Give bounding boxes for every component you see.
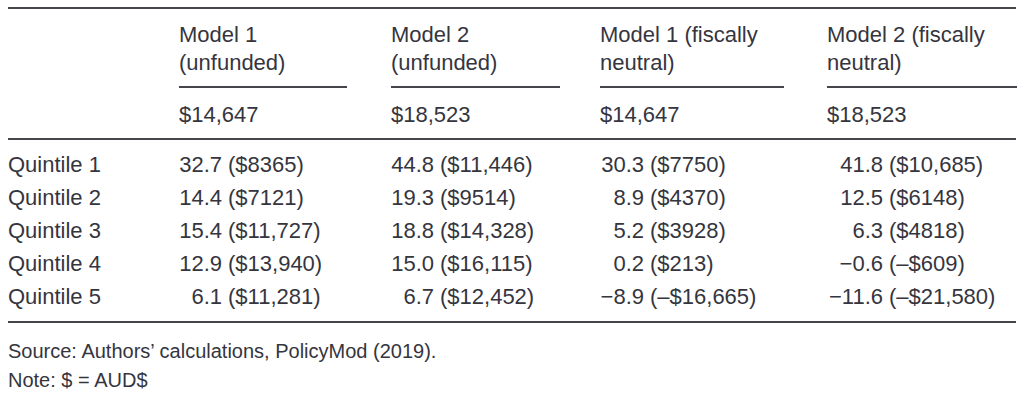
cell-value: 6.7 (391, 280, 434, 313)
column-header-line2: neutral) (600, 49, 827, 77)
source-note: Source: Authors’ calculations, PolicyMod… (8, 337, 1024, 366)
cell-paren-value: ($11,281) (228, 284, 321, 309)
column-header-line2: (unfunded) (391, 49, 600, 77)
cell-paren-value: ($3928) (650, 218, 726, 243)
row-label: Quintile 4 (8, 247, 179, 280)
currency-note: Note: $ = AUD$ (8, 366, 1024, 395)
cell-paren-value: ($13,940) (228, 251, 322, 276)
table-row-quintile-2: Quintile 2 14.4($7121) 19.3($9514) 8.9($… (8, 181, 1016, 214)
table-cell: −0.6(–$609) (827, 247, 1016, 280)
cell-value: 6.3 (827, 214, 883, 247)
header-model2-fiscally-neutral: Model 2 (fiscally neutral) (827, 8, 1016, 88)
cell-paren-value: (–$609) (889, 251, 965, 276)
header-model1-fiscally-neutral: Model 1 (fiscally neutral) (600, 8, 827, 88)
table-cell: 0.2($213) (600, 247, 827, 280)
column-header-line2: neutral) (827, 49, 1016, 77)
amount-empty-label-cell (8, 88, 179, 139)
cell-value: 12.9 (179, 247, 222, 280)
table-cell: 41.8($10,685) (827, 139, 1016, 181)
amount-cell: $14,647 (179, 88, 391, 139)
table-header: Model 1 (unfunded) Model 2 (unfunded) Mo… (8, 8, 1016, 139)
table-cell: 15.0($16,115) (391, 247, 600, 280)
amount-cell: $18,523 (827, 88, 1016, 139)
table-cell: 12.9($13,940) (179, 247, 391, 280)
column-header-line2: (unfunded) (179, 49, 391, 77)
cell-paren-value: ($9514) (440, 185, 516, 210)
table-row-quintile-5: Quintile 5 6.1($11,281) 6.7($12,452) −8.… (8, 280, 1016, 322)
table-row-quintile-1: Quintile 1 32.7($8365) 44.8($11,446) 30.… (8, 139, 1016, 181)
cell-paren-value: ($16,115) (440, 251, 533, 276)
cell-value: 44.8 (391, 148, 434, 181)
cell-value: 15.4 (179, 214, 222, 247)
column-header-line1: Model 1 (179, 21, 391, 49)
cell-paren-value: ($213) (650, 251, 714, 276)
table-cell: 30.3($7750) (600, 139, 827, 181)
cell-value: −8.9 (600, 280, 644, 313)
cell-paren-value: (–$21,580) (889, 284, 995, 309)
cell-paren-value: ($4370) (650, 185, 726, 210)
table-cell: 8.9($4370) (600, 181, 827, 214)
cell-value: 32.7 (179, 148, 222, 181)
cell-value: 14.4 (179, 181, 222, 214)
row-label: Quintile 3 (8, 214, 179, 247)
amount-cell: $14,647 (600, 88, 827, 139)
results-table-wrapper: Model 1 (unfunded) Model 2 (unfunded) Mo… (8, 7, 1016, 323)
table-body: Quintile 1 32.7($8365) 44.8($11,446) 30.… (8, 139, 1016, 322)
amount-cell: $18,523 (391, 88, 600, 139)
table-notes: Source: Authors’ calculations, PolicyMod… (8, 337, 1024, 395)
cell-paren-value: ($6148) (889, 185, 965, 210)
quintile-results-table: Model 1 (unfunded) Model 2 (unfunded) Mo… (8, 7, 1016, 323)
amount-row: $14,647 $18,523 $14,647 $18,523 (8, 88, 1016, 139)
cell-paren-value: ($11,446) (440, 152, 533, 177)
column-header-line1: Model 2 (fiscally (827, 21, 1016, 49)
cell-paren-value: ($7750) (650, 152, 726, 177)
table-cell: −8.9(–$16,665) (600, 280, 827, 322)
cell-value: 19.3 (391, 181, 434, 214)
table-cell: 12.5($6148) (827, 181, 1016, 214)
cell-value: 30.3 (600, 148, 644, 181)
cell-paren-value: ($12,452) (440, 284, 534, 309)
table-cell: 15.4($11,727) (179, 214, 391, 247)
cell-paren-value: ($4818) (889, 218, 965, 243)
cell-value: 15.0 (391, 247, 434, 280)
header-empty-label-cell (8, 8, 179, 88)
table-cell: 6.1($11,281) (179, 280, 391, 322)
cell-value: −11.6 (827, 280, 883, 313)
table-cell: 18.8($14,328) (391, 214, 600, 247)
cell-paren-value: ($10,685) (889, 152, 983, 177)
table-cell: 19.3($9514) (391, 181, 600, 214)
cell-value: 0.2 (600, 247, 644, 280)
cell-value: 6.1 (179, 280, 222, 313)
cell-paren-value: ($7121) (228, 185, 304, 210)
table-cell: 6.7($12,452) (391, 280, 600, 322)
table-cell: 44.8($11,446) (391, 139, 600, 181)
cell-value: −0.6 (827, 247, 883, 280)
row-label: Quintile 2 (8, 181, 179, 214)
cell-paren-value: ($11,727) (228, 218, 321, 243)
header-row: Model 1 (unfunded) Model 2 (unfunded) Mo… (8, 8, 1016, 88)
cell-value: 12.5 (827, 181, 883, 214)
table-row-quintile-3: Quintile 3 15.4($11,727) 18.8($14,328) 5… (8, 214, 1016, 247)
header-model1-unfunded: Model 1 (unfunded) (179, 8, 391, 88)
column-header-line1: Model 2 (391, 21, 600, 49)
column-header-line1: Model 1 (fiscally (600, 21, 827, 49)
table-cell: 32.7($8365) (179, 139, 391, 181)
cell-paren-value: ($8365) (228, 152, 304, 177)
row-label: Quintile 5 (8, 280, 179, 322)
cell-paren-value: ($14,328) (440, 218, 534, 243)
cell-paren-value: (–$16,665) (650, 284, 756, 309)
row-label: Quintile 1 (8, 139, 179, 181)
table-cell: −11.6(–$21,580) (827, 280, 1016, 322)
cell-value: 41.8 (827, 148, 883, 181)
cell-value: 5.2 (600, 214, 644, 247)
cell-value: 18.8 (391, 214, 434, 247)
table-cell: 5.2($3928) (600, 214, 827, 247)
table-row-quintile-4: Quintile 4 12.9($13,940) 15.0($16,115) 0… (8, 247, 1016, 280)
header-model2-unfunded: Model 2 (unfunded) (391, 8, 600, 88)
cell-value: 8.9 (600, 181, 644, 214)
table-cell: 14.4($7121) (179, 181, 391, 214)
table-cell: 6.3($4818) (827, 214, 1016, 247)
